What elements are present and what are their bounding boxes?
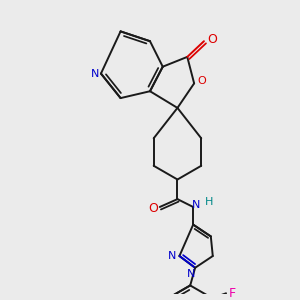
Text: N: N — [187, 269, 195, 279]
Text: N: N — [167, 251, 176, 261]
Text: N: N — [192, 200, 200, 210]
Text: F: F — [228, 287, 236, 300]
Text: O: O — [198, 76, 206, 86]
Text: H: H — [205, 197, 213, 207]
Text: O: O — [148, 202, 158, 215]
Text: O: O — [207, 33, 217, 46]
Text: N: N — [91, 69, 99, 79]
